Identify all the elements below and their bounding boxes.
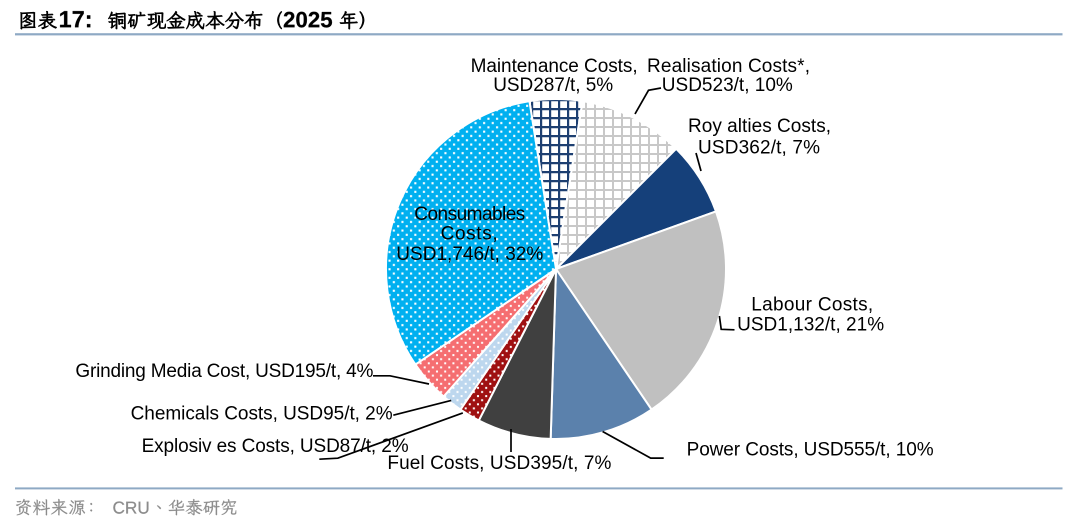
svg-text:Roy alties Costs,: Roy alties Costs, xyxy=(688,116,831,137)
svg-text:Grinding Media Cost, USD195/t,: Grinding Media Cost, USD195/t, 4% xyxy=(75,361,373,382)
svg-text:Consumables: Consumables xyxy=(414,204,525,225)
svg-text:USD1,132/t, 21%: USD1,132/t, 21% xyxy=(737,314,884,335)
svg-text:Maintenance Costs,: Maintenance Costs, xyxy=(471,56,638,77)
svg-text:Chemicals Costs, USD95/t, 2%: Chemicals Costs, USD95/t, 2% xyxy=(131,404,393,425)
svg-text:USD287/t, 5%: USD287/t, 5% xyxy=(493,75,613,96)
svg-text:USD1,746/t, 32%: USD1,746/t, 32% xyxy=(396,244,543,265)
svg-text:Explosiv es Costs, USD87/t, 2%: Explosiv es Costs, USD87/t, 2% xyxy=(142,436,409,457)
svg-text:USD523/t, 10%: USD523/t, 10% xyxy=(662,75,793,96)
svg-text:Fuel Costs, USD395/t, 7%: Fuel Costs, USD395/t, 7% xyxy=(387,453,611,474)
svg-text:USD362/t, 7%: USD362/t, 7% xyxy=(698,138,820,159)
svg-text:Costs,: Costs, xyxy=(441,224,498,245)
svg-text:Realisation Costs*,: Realisation Costs*, xyxy=(647,56,810,77)
svg-text:Labour Costs,: Labour Costs, xyxy=(751,295,873,316)
svg-text:Power Costs, USD555/t, 10%: Power Costs, USD555/t, 10% xyxy=(687,439,934,460)
